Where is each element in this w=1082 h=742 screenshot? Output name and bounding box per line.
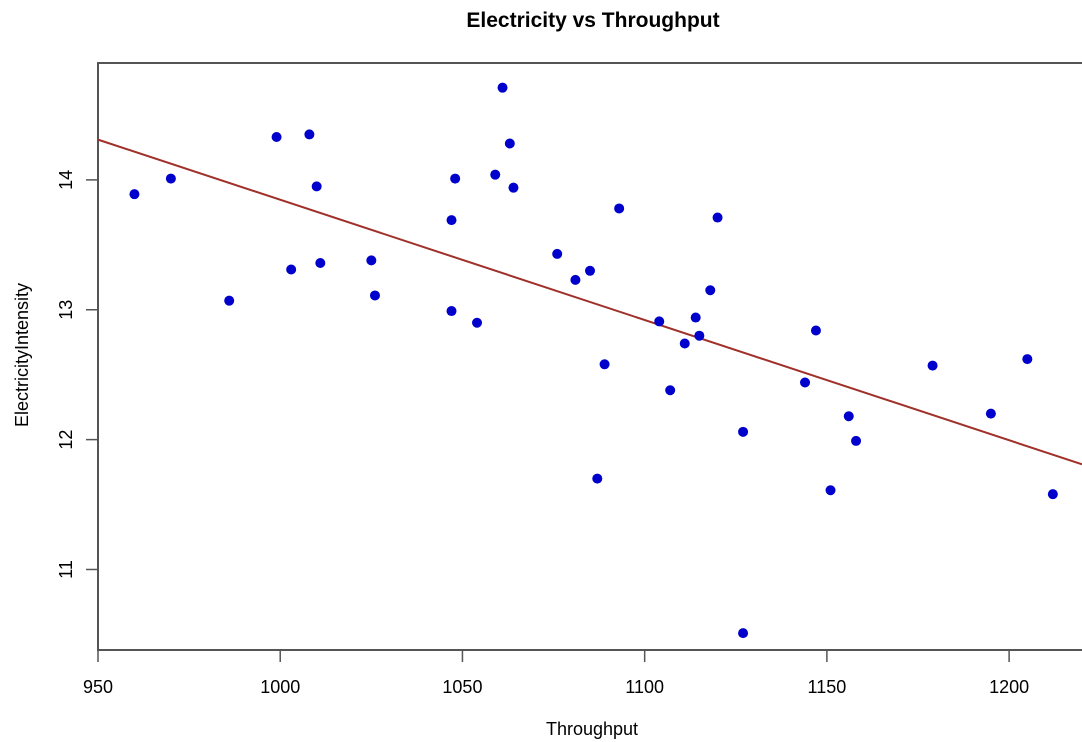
- data-point: [1047, 489, 1058, 500]
- data-point: [311, 181, 322, 192]
- x-tick-label: 1000: [260, 677, 300, 697]
- y-tick-label: 13: [56, 300, 76, 320]
- data-point: [614, 203, 625, 214]
- data-point: [654, 316, 665, 327]
- data-point: [810, 325, 821, 336]
- data-point: [450, 173, 461, 184]
- y-axis-label: ElectricityIntensity: [12, 283, 32, 427]
- data-point: [592, 473, 603, 484]
- data-point: [508, 182, 519, 193]
- data-point: [446, 306, 457, 317]
- data-point: [504, 138, 515, 149]
- x-axis-label: Throughput: [546, 719, 638, 739]
- data-point: [851, 435, 862, 446]
- y-tick-label: 12: [56, 430, 76, 450]
- x-tick-label: 1200: [989, 677, 1029, 697]
- data-point: [690, 312, 701, 323]
- data-point: [800, 377, 811, 388]
- data-point: [472, 317, 483, 328]
- data-point: [712, 212, 723, 223]
- x-axis: 950 1000 1050 1100 1150 1200: [83, 650, 1029, 697]
- y-axis: 11 12 13 14: [56, 170, 98, 579]
- data-point: [490, 169, 501, 180]
- y-tick-label: 14: [56, 170, 76, 190]
- data-point: [224, 295, 235, 306]
- data-point: [927, 360, 938, 371]
- data-point: [304, 129, 315, 140]
- data-point: [585, 265, 595, 276]
- data-point: [738, 426, 749, 437]
- data-point: [825, 485, 836, 496]
- x-tick-label: 950: [83, 677, 113, 697]
- trend-line: [97, 138, 1082, 466]
- data-point: [366, 255, 377, 266]
- data-point: [599, 359, 610, 370]
- data-point: [679, 338, 690, 349]
- data-point: [570, 274, 581, 285]
- y-tick-label: 11: [56, 560, 76, 579]
- data-point: [369, 290, 380, 301]
- data-point: [1022, 354, 1033, 365]
- data-point: [286, 264, 297, 275]
- data-point: [843, 411, 854, 422]
- data-point: [985, 408, 996, 419]
- x-tick-label: 1100: [625, 677, 664, 697]
- chart-title: Electricity vs Throughput: [466, 9, 719, 32]
- data-point: [552, 248, 563, 259]
- data-points: [129, 82, 1058, 639]
- data-point: [315, 257, 326, 268]
- data-point: [738, 628, 749, 639]
- data-point: [497, 82, 508, 93]
- plot-area: [97, 62, 1082, 651]
- x-tick-label: 1150: [808, 677, 847, 697]
- data-point: [694, 330, 705, 341]
- plot-frame: [97, 62, 1082, 651]
- data-point: [446, 215, 457, 226]
- data-point: [271, 132, 282, 143]
- data-point: [665, 385, 676, 396]
- x-tick-label: 1050: [442, 677, 482, 697]
- data-point: [705, 285, 716, 296]
- data-point: [129, 189, 140, 200]
- data-point: [165, 173, 176, 184]
